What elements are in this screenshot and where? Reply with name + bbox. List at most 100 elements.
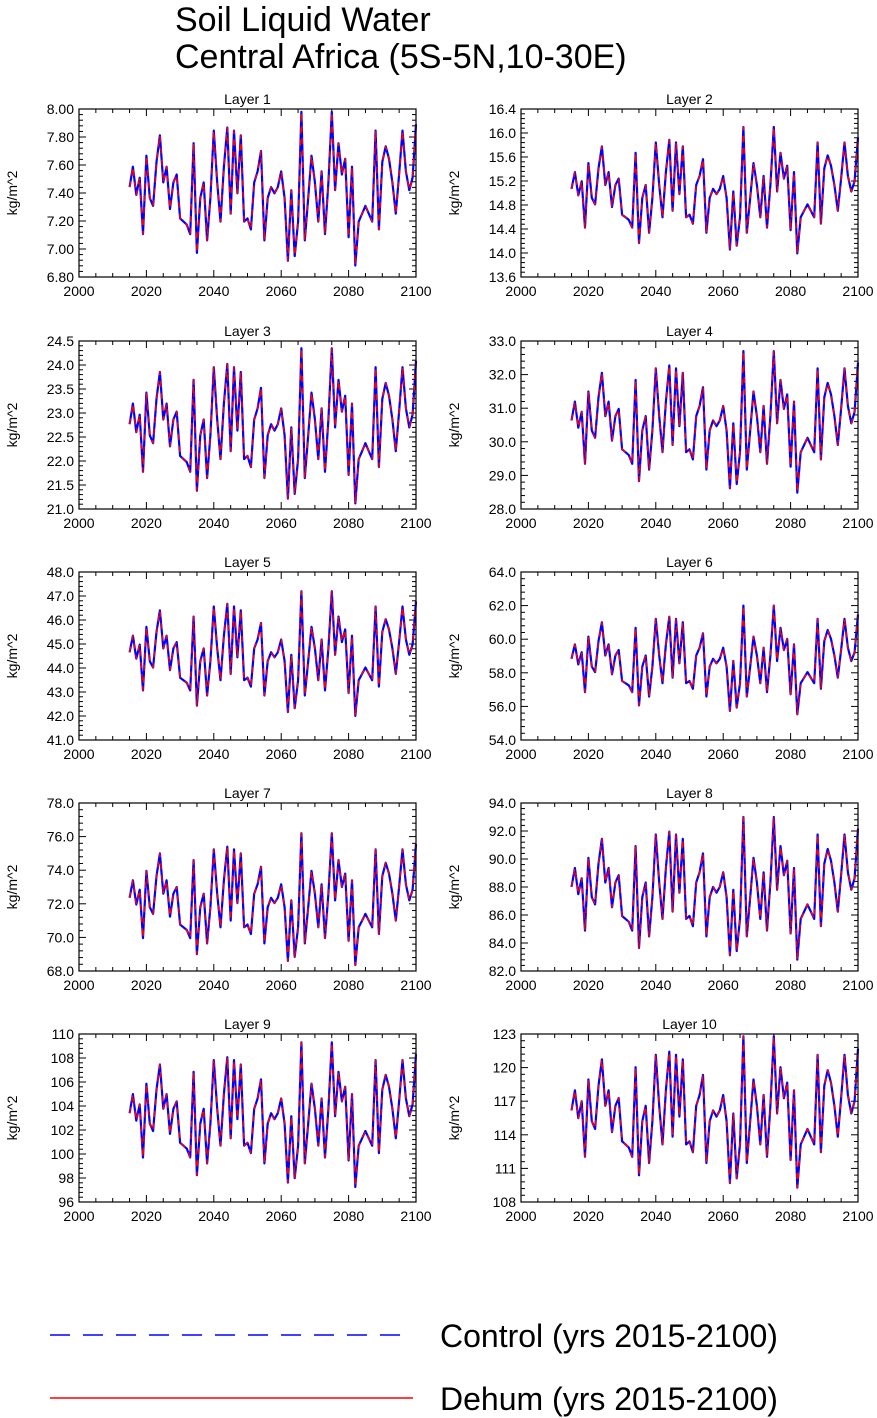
- y-tick-label: 96: [58, 1194, 74, 1210]
- x-tick-label: 2060: [708, 515, 739, 531]
- y-tick-label: 56.0: [489, 698, 516, 714]
- y-tick-label: 62.0: [489, 598, 516, 614]
- x-tick-label: 2080: [775, 515, 806, 531]
- x-tick-label: 2060: [708, 977, 739, 993]
- x-tick-label: 2080: [775, 977, 806, 993]
- x-tick-label: 2100: [842, 283, 873, 299]
- x-tick-label: 2020: [573, 515, 604, 531]
- x-tick-label: 2060: [266, 515, 297, 531]
- panel-title: Layer 1: [224, 91, 271, 107]
- x-tick-label: 2020: [131, 977, 162, 993]
- panel-title: Layer 5: [224, 554, 271, 570]
- x-tick-label: 2080: [333, 746, 364, 762]
- y-tick-label: 108: [493, 1194, 517, 1210]
- y-tick-label: 21.5: [47, 477, 74, 493]
- x-tick-label: 2040: [640, 1208, 671, 1224]
- y-tick-label: 90.0: [489, 851, 516, 867]
- y-tick-label: 46.0: [47, 612, 74, 628]
- y-tick-label: 58.0: [489, 665, 516, 681]
- y-tick-label: 14.4: [489, 221, 516, 237]
- y-tick-label: 7.00: [47, 241, 74, 257]
- x-tick-label: 2100: [400, 977, 431, 993]
- y-tick-label: 64.0: [489, 564, 516, 580]
- y-tick-label: 88.0: [489, 879, 516, 895]
- plot-frame: [520, 108, 859, 278]
- y-tick-label: 14.0: [489, 245, 516, 261]
- y-axis-label: kg/m^2: [446, 1095, 462, 1140]
- chart-layer-9: Layer 9 kg/m^2 96 98 100 102 104 106 108 110 2000 2…: [4, 1016, 432, 1224]
- y-axis-label: kg/m^2: [446, 864, 462, 909]
- y-tick-label: 14.8: [489, 197, 516, 213]
- x-tick-label: 2040: [198, 977, 229, 993]
- y-tick-label: 84.0: [489, 935, 516, 951]
- y-tick-label: 31.0: [489, 400, 516, 416]
- series-line-control: [570, 1035, 860, 1189]
- y-tick-label: 76.0: [47, 829, 74, 845]
- y-tick-label: 104: [51, 1098, 75, 1114]
- legend: Control (yrs 2015-2100) Dehum (yrs 2015-…: [50, 1318, 778, 1417]
- x-tick-label: 2080: [333, 283, 364, 299]
- y-tick-label: 106: [51, 1074, 75, 1090]
- y-tick-label: 15.6: [489, 149, 516, 165]
- y-tick-label: 24.5: [47, 333, 74, 349]
- x-tick-label: 2000: [63, 977, 94, 993]
- y-tick-label: 22.0: [47, 453, 74, 469]
- y-tick-label: 54.0: [489, 732, 516, 748]
- x-tick-label: 2100: [400, 1208, 431, 1224]
- x-tick-label: 2040: [640, 977, 671, 993]
- y-tick-label: 28.0: [489, 501, 516, 517]
- chart-layer-10: Layer 10 kg/m^2 108 111 114 117 120 123 2000 2020…: [446, 1016, 874, 1224]
- x-tick-label: 2100: [400, 283, 431, 299]
- x-tick-label: 2040: [640, 746, 671, 762]
- plot-frame: [520, 802, 859, 972]
- y-tick-label: 86.0: [489, 907, 516, 923]
- x-tick-label: 2060: [266, 746, 297, 762]
- series-line-control: [128, 347, 418, 505]
- panel-title: Layer 7: [224, 785, 271, 801]
- y-tick-label: 7.60: [47, 157, 74, 173]
- y-tick-label: 13.6: [489, 269, 516, 285]
- y-tick-label: 29.0: [489, 467, 516, 483]
- x-tick-label: 2020: [131, 515, 162, 531]
- plot-frame: [78, 340, 417, 510]
- y-tick-label: 43.0: [47, 684, 74, 700]
- y-tick-label: 114: [494, 1127, 517, 1143]
- series-line-dehum: [128, 1041, 417, 1188]
- series-line-dehum: [570, 350, 859, 494]
- figure-title: Soil Liquid Water Central Africa (5S-5N,…: [175, 2, 627, 76]
- x-tick-label: 2100: [842, 977, 873, 993]
- panel-title: Layer 6: [666, 554, 713, 570]
- y-tick-label: 48.0: [47, 564, 74, 580]
- y-tick-label: 21.0: [47, 501, 74, 517]
- x-tick-label: 2060: [266, 1208, 297, 1224]
- series-line-dehum: [570, 126, 859, 255]
- y-axis-label: kg/m^2: [4, 1095, 20, 1140]
- chart-layer-4: Layer 4 kg/m^2 28.0 29.0 30.0 31.0 32.0 33.0 200…: [446, 323, 874, 531]
- y-tick-label: 7.20: [47, 213, 74, 229]
- y-tick-label: 98: [58, 1170, 74, 1186]
- y-tick-label: 23.5: [47, 381, 74, 397]
- y-tick-label: 72.0: [47, 896, 74, 912]
- x-tick-label: 2080: [775, 746, 806, 762]
- y-tick-label: 92.0: [489, 823, 516, 839]
- panel-title: Layer 4: [666, 323, 713, 339]
- x-tick-label: 2040: [198, 1208, 229, 1224]
- plot-frame: [78, 108, 417, 278]
- x-tick-label: 2100: [842, 746, 873, 762]
- x-tick-label: 2040: [640, 515, 671, 531]
- y-tick-label: 8.00: [47, 101, 74, 117]
- y-tick-label: 23.0: [47, 405, 74, 421]
- x-tick-label: 2020: [131, 1208, 162, 1224]
- series-line-dehum: [570, 604, 859, 715]
- y-axis-label: kg/m^2: [446, 402, 462, 447]
- x-tick-label: 2060: [708, 283, 739, 299]
- y-tick-label: 120: [493, 1060, 517, 1076]
- panel-title: Layer 9: [224, 1016, 271, 1032]
- x-tick-label: 2080: [333, 977, 364, 993]
- x-tick-label: 2000: [63, 515, 94, 531]
- x-tick-label: 2100: [842, 1208, 873, 1224]
- y-tick-label: 42.0: [47, 708, 74, 724]
- y-tick-label: 47.0: [47, 588, 74, 604]
- plot-frame: [78, 571, 417, 741]
- y-tick-label: 41.0: [47, 732, 74, 748]
